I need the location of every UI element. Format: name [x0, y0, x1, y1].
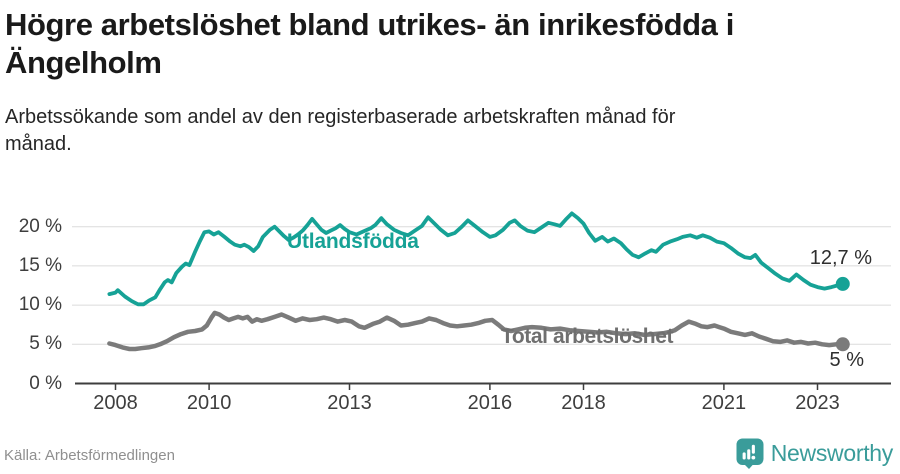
newsworthy-bubble-chart-icon — [736, 438, 764, 469]
y-tick-label: 15 % — [18, 254, 62, 276]
x-tick-label: 2021 — [701, 392, 747, 414]
y-tick-label: 0 % — [29, 372, 62, 394]
page-title: Högre arbetslöshet bland utrikes- än inr… — [5, 7, 734, 80]
x-tick-label: 2016 — [467, 392, 513, 414]
series-label-utlandsfodda: Utlandsfödda — [287, 230, 419, 253]
x-tick-label: 2010 — [186, 392, 232, 414]
x-tick-label: 2023 — [795, 392, 840, 414]
chart-subtitle: Arbetssökande som andel av den registerb… — [5, 106, 676, 155]
newsworthy-wordmark: Newsworthy — [770, 440, 894, 466]
source-note: Källa: Arbetsförmedlingen — [4, 447, 175, 464]
x-tick-label: 2013 — [327, 392, 372, 414]
newsworthy-logo[interactable]: Newsworthy — [736, 438, 893, 469]
series-label-total-arbetsloshet: Total arbetslöshet — [501, 325, 674, 348]
x-tick-label: 2018 — [561, 392, 606, 414]
x-tick-label: 2008 — [93, 392, 138, 414]
end-value-utlandsfodda: 12,7 % — [809, 247, 872, 269]
y-tick-label: 10 % — [18, 294, 62, 316]
y-tick-label: 20 % — [18, 215, 62, 237]
y-tick-label: 5 % — [29, 333, 62, 355]
end-value-total-arbetsloshet: 5 % — [829, 349, 864, 371]
